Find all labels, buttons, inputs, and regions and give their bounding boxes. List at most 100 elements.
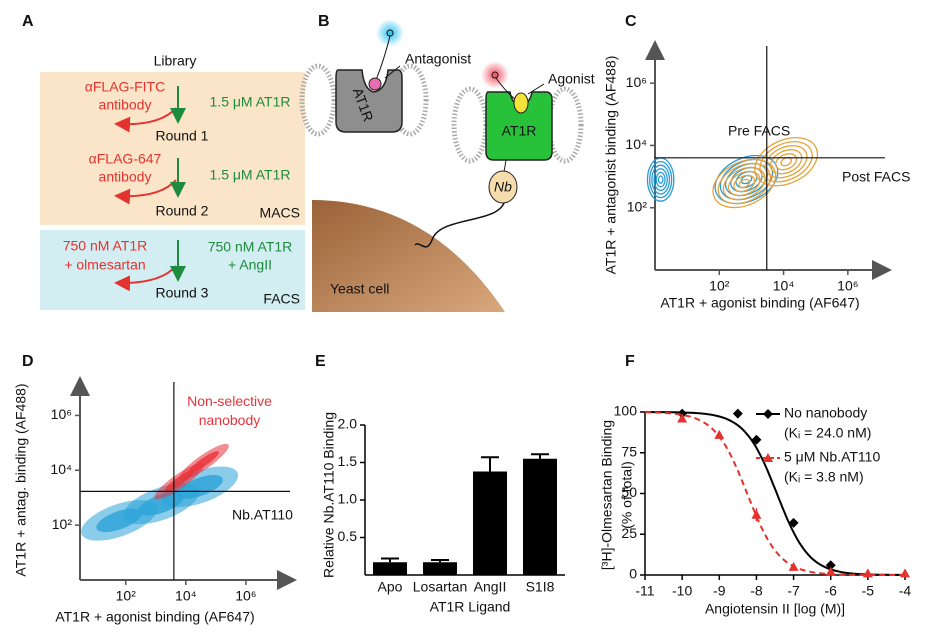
y-axis-label: [³H]-Olmesartan Binding xyxy=(599,420,615,570)
point xyxy=(825,560,836,571)
membrane xyxy=(546,86,584,164)
y-tick-label: 10⁴ xyxy=(50,461,72,477)
glow xyxy=(376,19,404,47)
panel-label: E xyxy=(315,353,326,370)
contour-ring xyxy=(738,178,751,189)
chart-panel: E Relative Nb.AT110 Binding AT1R Ligand 0.5… xyxy=(315,353,565,615)
x-tick-label: -10 xyxy=(672,583,692,599)
contour-ring xyxy=(728,170,761,197)
y-tick-label: 10⁶ xyxy=(626,74,647,90)
y-tick-label: 0.5 xyxy=(338,528,358,544)
point xyxy=(900,568,910,578)
fluorophore xyxy=(491,71,499,79)
contour-ring xyxy=(759,141,813,183)
y-tick-label: 1.0 xyxy=(338,491,358,507)
x-axis-label: Angiotensin II [log (M)] xyxy=(705,601,845,617)
agonist-label: Agonist xyxy=(548,71,595,87)
contour-ring xyxy=(651,164,671,195)
x-tick-label: Losartan xyxy=(413,579,467,595)
y-tick-label: 1.5 xyxy=(338,453,358,469)
round: Round 3 xyxy=(156,285,209,301)
antagonist-label: Antagonist xyxy=(405,51,471,67)
panel-a: A Library αFLAG-FITC antibody 1.5 μM AT1… xyxy=(22,13,305,310)
point xyxy=(714,429,725,439)
contour-ring xyxy=(712,158,777,209)
y-tick-label: 25 xyxy=(621,525,637,541)
library-title: Library xyxy=(154,53,197,69)
chart-panel: D AT1R + antag. binding (AF488) AT1R + ago… xyxy=(13,353,297,625)
cloud-core xyxy=(188,451,219,473)
series-label: Nb.AT110 xyxy=(232,507,293,523)
contour-ring xyxy=(775,153,798,171)
bar xyxy=(523,458,557,575)
x-tick-label: 10⁶ xyxy=(837,278,858,294)
y-tick-label: 50 xyxy=(621,484,637,500)
legend-marker xyxy=(763,453,773,462)
y-tick-label: 10⁶ xyxy=(51,406,72,422)
x-tick-label: S1I8 xyxy=(526,579,555,595)
x-tick-label: -6 xyxy=(824,583,837,599)
x-tick-label: -9 xyxy=(713,583,726,599)
legend-label: No nanobody xyxy=(784,405,867,421)
tether xyxy=(414,199,506,248)
contour-ring xyxy=(655,171,666,188)
x-tick-label: AngII xyxy=(474,579,507,595)
yeast-cell xyxy=(312,200,505,312)
cell-label: Yeast cell xyxy=(330,281,389,297)
receptor xyxy=(335,69,403,133)
contour-ring xyxy=(769,149,803,175)
series-label: Non-selective nanobody xyxy=(187,393,272,428)
legend-label: 5 μM Nb.AT110 xyxy=(784,449,880,465)
linker xyxy=(503,159,507,173)
bar xyxy=(423,562,457,575)
contour-ring xyxy=(780,157,792,167)
fit-curve xyxy=(645,411,905,576)
y-axis-label: (% of total) xyxy=(619,461,635,529)
glow xyxy=(481,61,509,89)
legend-marker xyxy=(763,409,773,419)
y-tick-label: 100 xyxy=(614,403,638,419)
x-tick-label: -11 xyxy=(635,583,654,599)
contour-ring xyxy=(653,168,668,192)
charts: C AT1R + antagonist binding (AF488) AT1R +… xyxy=(13,13,912,624)
x-tick-label: 10² xyxy=(709,278,730,294)
pointer xyxy=(384,65,401,79)
nanobody xyxy=(488,170,518,204)
receptor-label: AT1R xyxy=(502,123,537,139)
contour-ring xyxy=(733,174,756,193)
panel-label: F xyxy=(625,353,635,370)
contour-ring xyxy=(649,160,673,199)
point xyxy=(751,434,762,445)
stage: MACS xyxy=(260,205,300,221)
contour-ring xyxy=(754,137,819,187)
contour xyxy=(646,157,675,202)
y-tick-label: 75 xyxy=(621,443,637,459)
panel-label: D xyxy=(22,353,34,370)
x-axis-label: AT1R Ligand xyxy=(430,599,511,615)
point xyxy=(862,568,873,578)
contour xyxy=(712,158,777,209)
point xyxy=(677,413,688,423)
point xyxy=(732,408,743,419)
x-tick-label: 10⁴ xyxy=(175,588,197,604)
y-axis-label: Relative Nb.AT110 Binding xyxy=(321,412,337,578)
y-axis-label: AT1R + antagonist binding (AF488) xyxy=(603,56,619,275)
y-tick-label: 10² xyxy=(627,198,648,214)
y-axis-label: AT1R + antag. binding (AF488) xyxy=(13,383,29,576)
x-tick-label: -4 xyxy=(899,583,912,599)
x-tick-label: -8 xyxy=(750,583,763,599)
point xyxy=(788,561,799,571)
legend-note: (Kᵢ = 24.0 nM) xyxy=(784,425,871,441)
y-tick-label: 0 xyxy=(629,566,637,582)
round: Round 1 xyxy=(156,128,209,144)
step-left: 750 nM AT1R xyxy=(63,238,148,254)
panel-label: B xyxy=(318,13,330,30)
contour-ring xyxy=(722,166,766,201)
step-right: + AngII xyxy=(228,257,272,273)
cloud-core xyxy=(177,475,223,499)
panel-label: A xyxy=(22,13,34,30)
bar xyxy=(373,562,407,575)
chart-panel: C AT1R + antagonist binding (AF488) AT1R +… xyxy=(603,13,911,310)
x-tick-label: Apo xyxy=(378,579,403,595)
nanobody-label: Nb xyxy=(494,179,512,195)
